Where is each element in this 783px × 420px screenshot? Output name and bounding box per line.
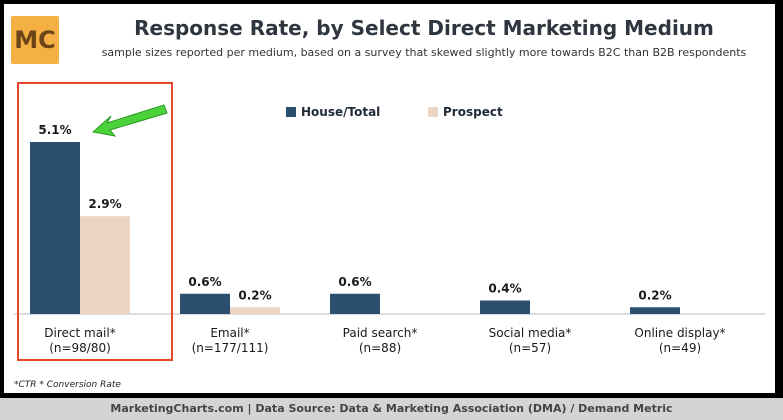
data-label-house-2: 0.6% [338, 275, 371, 289]
footnote: *CTR * Conversion Rate [14, 380, 121, 390]
bar-prospect-1 [230, 307, 280, 314]
bar-house-3 [480, 300, 530, 314]
chart-card: MC Response Rate, by Select Direct Marke… [4, 4, 775, 393]
source-footer: MarketingCharts.com | Data Source: Data … [0, 398, 783, 420]
bar-house-4 [630, 307, 680, 314]
data-label-house-3: 0.4% [488, 282, 521, 296]
category-label-1: Email* [210, 326, 249, 340]
category-label-4: Online display* [634, 326, 725, 340]
data-label-house-4: 0.2% [638, 288, 671, 302]
data-label-prospect-1: 0.2% [238, 288, 271, 302]
green-arrow-icon [91, 104, 168, 137]
legend-label-prospect: Prospect [443, 105, 503, 119]
bar-house-1 [180, 293, 230, 314]
legend-label-house: House/Total [301, 105, 380, 119]
category-label-3: Social media* [489, 326, 572, 340]
sample-size-label-1: (n=177/111) [192, 341, 269, 355]
legend-swatch-prospect [428, 107, 438, 117]
sample-size-label-4: (n=49) [659, 341, 701, 355]
data-label-house-0: 5.1% [38, 123, 71, 137]
sample-size-label-0: (n=98/80) [49, 341, 111, 355]
sample-size-label-3: (n=57) [509, 341, 551, 355]
legend: House/Total Prospect [286, 105, 503, 119]
chart-subtitle: sample sizes reported per medium, based … [101, 46, 747, 59]
bar-house-2 [330, 293, 380, 314]
category-label-2: Paid search* [343, 326, 418, 340]
sample-size-label-2: (n=88) [359, 341, 401, 355]
bar-house-0 [30, 142, 80, 314]
data-label-prospect-0: 2.9% [88, 197, 121, 211]
chart-title: Response Rate, by Select Direct Marketin… [134, 16, 714, 40]
bar-prospect-0 [80, 216, 130, 314]
category-label-0: Direct mail* [44, 326, 115, 340]
legend-swatch-house [286, 107, 296, 117]
marketingcharts-logo: MC [11, 16, 59, 64]
highlight-box [17, 82, 173, 361]
data-label-house-1: 0.6% [188, 275, 221, 289]
